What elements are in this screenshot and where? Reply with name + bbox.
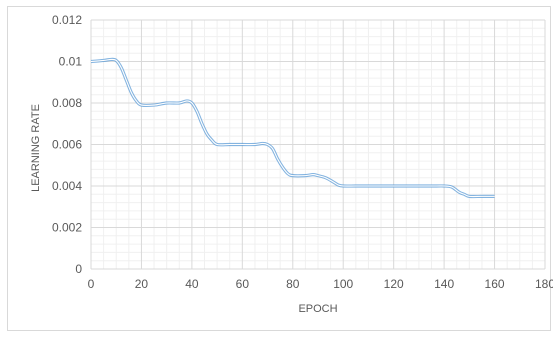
x-tick-label: 140 <box>434 277 454 291</box>
x-tick-label: 60 <box>236 277 250 291</box>
x-axis-label: EPOCH <box>298 303 337 315</box>
y-tick-label: 0 <box>75 262 82 276</box>
series-line-highlight <box>90 58 495 198</box>
tick-labels: 0 20 40 60 80 100 120 140 160 180 0 0.002 0.004 0.006… <box>52 13 553 291</box>
y-tick-label: 0.008 <box>52 96 82 110</box>
x-tick-label: 180 <box>535 277 553 291</box>
series-layer <box>90 57 495 199</box>
y-tick-label: 0.004 <box>52 179 82 193</box>
y-axis-label: LEARNING RATE <box>30 104 42 192</box>
x-tick-label: 100 <box>333 277 353 291</box>
y-tick-label: 0.006 <box>52 138 82 152</box>
x-tick-label: 160 <box>485 277 505 291</box>
x-tick-label: 20 <box>135 277 149 291</box>
y-tick-label: 0.01 <box>59 55 83 69</box>
x-tick-label: 120 <box>384 277 404 291</box>
x-tick-label: 40 <box>185 277 199 291</box>
major-gridlines <box>90 19 546 270</box>
x-tick-label: 0 <box>88 277 95 291</box>
y-tick-label: 0.002 <box>52 221 82 235</box>
x-tick-label: 80 <box>286 277 300 291</box>
y-tick-label: 0.012 <box>52 13 82 27</box>
